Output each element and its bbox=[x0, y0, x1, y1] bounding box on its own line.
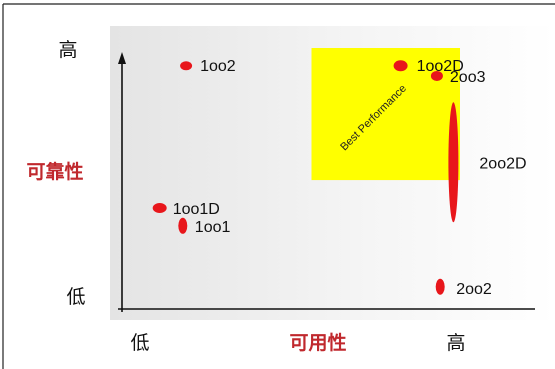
point-label-1oo1d: 1oo1D bbox=[173, 201, 220, 218]
point-label-1oo1: 1oo1 bbox=[195, 219, 231, 236]
x-axis-title: 可用性 bbox=[289, 331, 346, 354]
point-label-2oo2: 2oo2 bbox=[456, 281, 492, 298]
point-1oo1d bbox=[152, 203, 167, 214]
point-label-2oo2d: 2oo2D bbox=[479, 155, 526, 172]
y-axis-arrow bbox=[118, 52, 126, 64]
point-2oo3 bbox=[430, 70, 443, 81]
y-low-label: 低 bbox=[66, 286, 85, 308]
best-performance-region bbox=[311, 48, 460, 181]
point-2oo2 bbox=[435, 278, 445, 295]
y-high-label: 高 bbox=[58, 39, 77, 61]
y-axis-title: 可靠性 bbox=[26, 160, 83, 183]
point-label-1oo2d: 1oo2D bbox=[417, 58, 464, 75]
point-2oo2d bbox=[448, 102, 459, 223]
x-high-label: 高 bbox=[446, 332, 465, 354]
point-1oo2 bbox=[180, 61, 193, 71]
point-1oo1 bbox=[178, 217, 188, 234]
point-label-1oo2: 1oo2 bbox=[200, 58, 236, 75]
point-label-2oo3: 2oo3 bbox=[450, 69, 486, 86]
point-1oo2d bbox=[393, 60, 408, 72]
x-low-label: 低 bbox=[130, 332, 149, 354]
